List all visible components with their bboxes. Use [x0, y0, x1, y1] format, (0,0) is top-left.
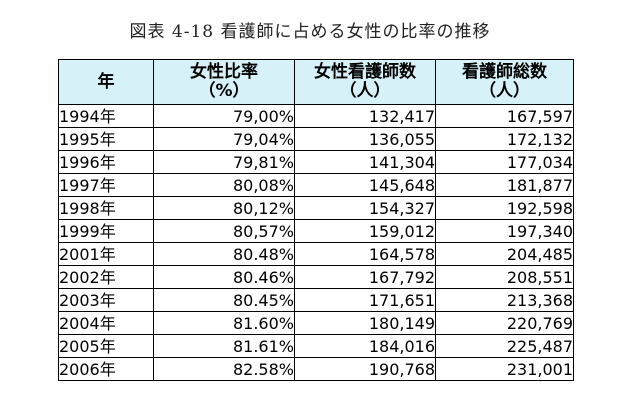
- header-total-nurses-label: 看護師総数: [462, 62, 547, 82]
- year-cell: 2004年: [58, 311, 154, 335]
- female-ratio-cell: 81.61%: [153, 334, 295, 358]
- female-nurses-cell: 141,304: [294, 150, 436, 174]
- header-row: 年 女性比率 （%） 女性看護師数 （人） 看護師総数 （人）: [58, 59, 574, 105]
- year-cell: 1995年: [58, 127, 154, 151]
- female-nurses-cell: 164,578: [294, 242, 436, 266]
- total-nurses-cell: 177,034: [435, 150, 574, 174]
- female-ratio-cell: 79,04%: [153, 127, 295, 151]
- header-year: 年: [58, 59, 154, 105]
- female-nurses-cell: 132,417: [294, 104, 436, 128]
- header-female-ratio: 女性比率 （%）: [153, 59, 295, 105]
- year-cell: 1996年: [58, 150, 154, 174]
- female-ratio-cell: 80,57%: [153, 219, 295, 243]
- table-row: 1996年 79,81% 141,304 177,034: [58, 150, 574, 174]
- total-nurses-cell: 213,368: [435, 288, 574, 312]
- table-row: 2002年 80.46% 167,792 208,551: [58, 265, 574, 289]
- total-nurses-cell: 231,001: [435, 357, 574, 381]
- total-nurses-cell: 197,340: [435, 219, 574, 243]
- header-year-label: 年: [97, 71, 115, 92]
- female-nurses-cell: 184,016: [294, 334, 436, 358]
- table-row: 1999年 80,57% 159,012 197,340: [58, 219, 574, 243]
- table-row: 1995年 79,04% 136,055 172,132: [58, 127, 574, 151]
- female-ratio-cell: 80.46%: [153, 265, 295, 289]
- table-row: 2006年 82.58% 190,768 231,001: [58, 357, 574, 381]
- header-female-nurses-unit: （人）: [339, 81, 391, 101]
- year-cell: 2002年: [58, 265, 154, 289]
- table-row: 2005年 81.61% 184,016 225,487: [58, 334, 574, 358]
- total-nurses-cell: 181,877: [435, 173, 574, 197]
- total-nurses-cell: 208,551: [435, 265, 574, 289]
- female-ratio-cell: 82.58%: [153, 357, 295, 381]
- female-nurses-cell: 180,149: [294, 311, 436, 335]
- female-nurses-cell: 171,651: [294, 288, 436, 312]
- table-row: 1998年 80,12% 154,327 192,598: [58, 196, 574, 220]
- nurse-ratio-table: 年 女性比率 （%） 女性看護師数 （人） 看護師総数 （人） 1994年 79…: [58, 59, 574, 381]
- total-nurses-cell: 204,485: [435, 242, 574, 266]
- female-ratio-cell: 79,00%: [153, 104, 295, 128]
- header-female-nurses: 女性看護師数 （人）: [294, 59, 436, 105]
- table-row: 2003年 80.45% 171,651 213,368: [58, 288, 574, 312]
- female-nurses-cell: 154,327: [294, 196, 436, 220]
- header-total-nurses-unit: （人）: [479, 81, 530, 101]
- header-total-nurses: 看護師総数 （人）: [435, 59, 574, 105]
- table-row: 2004年 81.60% 180,149 220,769: [58, 311, 574, 335]
- year-cell: 1998年: [58, 196, 154, 220]
- total-nurses-cell: 192,598: [435, 196, 574, 220]
- female-ratio-cell: 79,81%: [153, 150, 295, 174]
- year-cell: 1999年: [58, 219, 154, 243]
- female-ratio-cell: 80.45%: [153, 288, 295, 312]
- header-female-nurses-label: 女性看護師数: [314, 62, 416, 82]
- year-cell: 1994年: [58, 104, 154, 128]
- female-nurses-cell: 190,768: [294, 357, 436, 381]
- total-nurses-cell: 225,487: [435, 334, 574, 358]
- female-ratio-cell: 81.60%: [153, 311, 295, 335]
- year-cell: 2005年: [58, 334, 154, 358]
- table-caption: 図表 4-18 看護師に占める女性の比率の推移: [129, 22, 491, 42]
- female-ratio-cell: 80.48%: [153, 242, 295, 266]
- total-nurses-cell: 220,769: [435, 311, 574, 335]
- female-nurses-cell: 167,792: [294, 265, 436, 289]
- total-nurses-cell: 167,597: [435, 104, 574, 128]
- female-nurses-cell: 136,055: [294, 127, 436, 151]
- female-nurses-cell: 159,012: [294, 219, 436, 243]
- year-cell: 2001年: [58, 242, 154, 266]
- female-ratio-cell: 80,12%: [153, 196, 295, 220]
- table-row: 1997年 80,08% 145,648 181,877: [58, 173, 574, 197]
- header-female-ratio-label: 女性比率: [190, 62, 258, 82]
- year-cell: 2006年: [58, 357, 154, 381]
- table-row: 2001年 80.48% 164,578 204,485: [58, 242, 574, 266]
- female-nurses-cell: 145,648: [294, 173, 436, 197]
- female-ratio-cell: 80,08%: [153, 173, 295, 197]
- year-cell: 1997年: [58, 173, 154, 197]
- year-cell: 2003年: [58, 288, 154, 312]
- total-nurses-cell: 172,132: [435, 127, 574, 151]
- header-female-ratio-unit: （%）: [198, 81, 250, 101]
- table-row: 1994年 79,00% 132,417 167,597: [58, 104, 574, 128]
